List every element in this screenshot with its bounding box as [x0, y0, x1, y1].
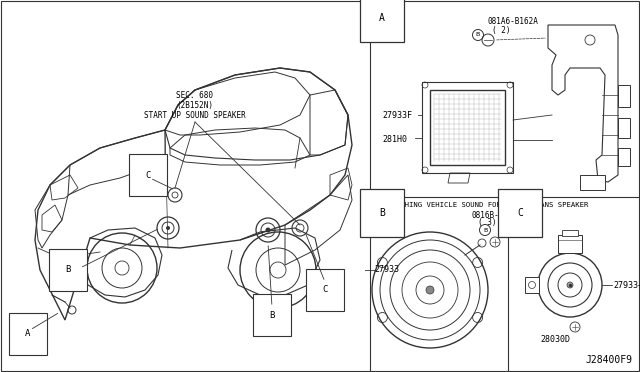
Circle shape: [567, 282, 573, 288]
Text: B: B: [379, 208, 385, 218]
Circle shape: [426, 286, 434, 294]
FancyBboxPatch shape: [558, 235, 582, 253]
FancyBboxPatch shape: [525, 277, 539, 293]
FancyBboxPatch shape: [618, 85, 630, 107]
Text: C: C: [517, 208, 523, 218]
Text: J28400F9: J28400F9: [585, 355, 632, 365]
FancyBboxPatch shape: [618, 148, 630, 166]
Text: 281H0: 281H0: [382, 135, 407, 144]
Text: 28030D: 28030D: [540, 336, 570, 344]
Text: START UP SOUND SPEAKER: START UP SOUND SPEAKER: [144, 111, 246, 120]
Text: A: A: [26, 330, 31, 339]
FancyBboxPatch shape: [562, 230, 578, 236]
Text: B: B: [269, 311, 275, 320]
FancyBboxPatch shape: [430, 90, 505, 165]
Circle shape: [266, 228, 271, 232]
Text: 27933+A: 27933+A: [613, 280, 640, 289]
Text: B: B: [65, 266, 70, 275]
Text: B: B: [483, 228, 487, 232]
FancyBboxPatch shape: [618, 118, 630, 138]
Text: APPROACHING VEHICLE SOUND FOR PEDESTRIANS SPEAKER: APPROACHING VEHICLE SOUND FOR PEDESTRIAN…: [374, 202, 588, 208]
Text: C: C: [323, 285, 328, 295]
Text: C: C: [145, 170, 150, 180]
Text: 27933: 27933: [374, 266, 399, 275]
Text: 0816B-6161A: 0816B-6161A: [472, 211, 523, 219]
Text: A: A: [379, 13, 385, 23]
Circle shape: [166, 226, 170, 230]
Text: 081A6-B162A: 081A6-B162A: [488, 17, 539, 26]
Text: ( 3): ( 3): [478, 218, 497, 228]
Text: B: B: [476, 32, 480, 38]
Text: SEC. 680: SEC. 680: [177, 91, 214, 100]
FancyBboxPatch shape: [580, 175, 605, 190]
Text: (2B152N): (2B152N): [177, 101, 214, 110]
Text: 27933F: 27933F: [382, 110, 412, 119]
Text: ( 2): ( 2): [492, 26, 511, 35]
